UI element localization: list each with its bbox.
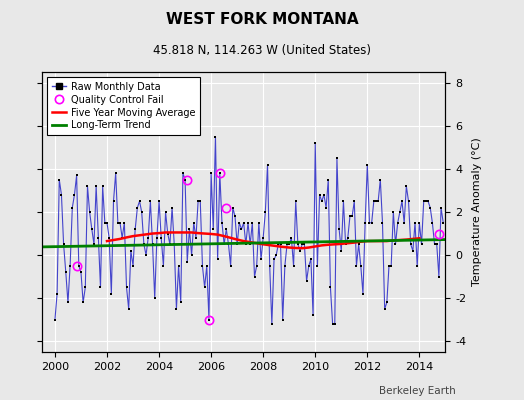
Text: 45.818 N, 114.263 W (United States): 45.818 N, 114.263 W (United States) bbox=[153, 44, 371, 57]
Text: WEST FORK MONTANA: WEST FORK MONTANA bbox=[166, 12, 358, 27]
Y-axis label: Temperature Anomaly (°C): Temperature Anomaly (°C) bbox=[472, 138, 482, 286]
Legend: Raw Monthly Data, Quality Control Fail, Five Year Moving Average, Long-Term Tren: Raw Monthly Data, Quality Control Fail, … bbox=[47, 77, 201, 135]
Text: Berkeley Earth: Berkeley Earth bbox=[379, 386, 456, 396]
